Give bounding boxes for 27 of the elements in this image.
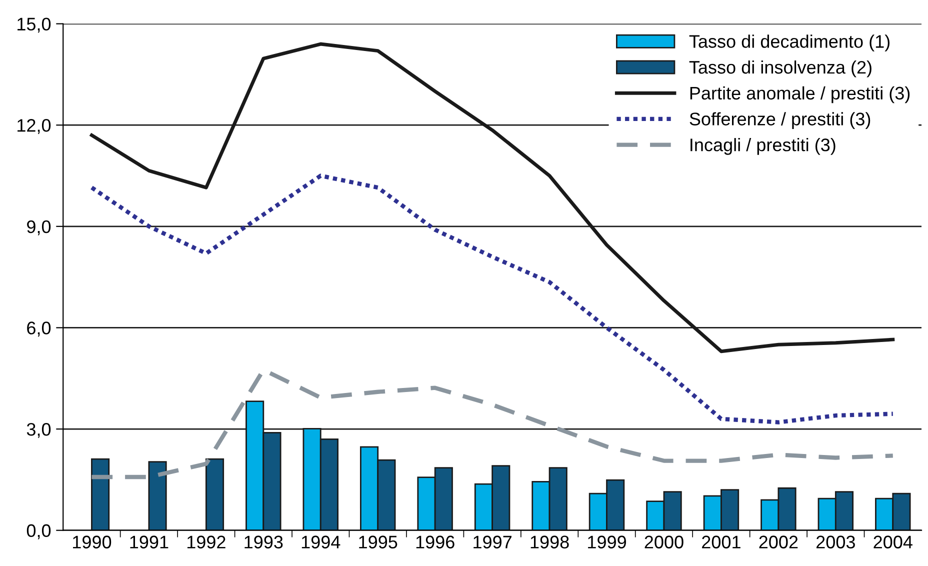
y-tick-label: 6,0 <box>27 322 51 337</box>
x-tick-label: 1998 <box>530 536 569 548</box>
x-tick-label: 1992 <box>187 536 226 548</box>
x-tick-label: 1999 <box>588 536 626 548</box>
x-tick-label: 1990 <box>73 536 112 548</box>
x-tick-label: 2000 <box>644 536 684 548</box>
x-tick-label: 2004 <box>874 536 912 548</box>
line-series <box>90 174 895 424</box>
x-tick-label: 2001 <box>702 536 740 548</box>
y-tick-label: 12,0 <box>18 119 51 134</box>
y-tick-label: 9,0 <box>27 220 51 236</box>
x-tick-label: 1996 <box>416 536 454 548</box>
y-tick-label: 15,0 <box>18 18 51 33</box>
legend-label: Incagli / prestiti (3) <box>690 138 836 155</box>
x-tick-label: 1995 <box>359 536 398 548</box>
x-tick-label: 2002 <box>759 536 798 548</box>
x-tick-label: 1994 <box>302 536 340 548</box>
x-tick-label: 2003 <box>816 536 855 548</box>
legend-label: Tasso di decadimento (1) <box>689 34 890 52</box>
y-tick-label: 3,0 <box>26 422 51 438</box>
legend-label: Tasso di insolvenza (2) <box>689 60 872 78</box>
y-tick-label: 0,0 <box>26 524 51 540</box>
legend-label: Partite anomale / prestiti (3) <box>690 86 910 104</box>
legend-label: Sofferenze / prestiti (3) <box>690 112 870 130</box>
x-tick-label: 1997 <box>474 536 512 548</box>
x-tick-label: 1993 <box>244 536 283 548</box>
x-tick-label: 1991 <box>130 536 168 548</box>
